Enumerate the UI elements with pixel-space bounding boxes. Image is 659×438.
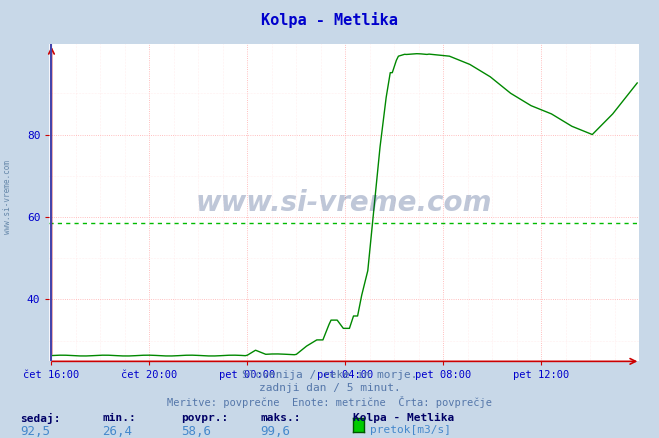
Text: min.:: min.: xyxy=(102,413,136,423)
Text: pretok[m3/s]: pretok[m3/s] xyxy=(370,425,451,435)
Text: sedaj:: sedaj: xyxy=(20,413,60,424)
Text: 26,4: 26,4 xyxy=(102,425,132,438)
Text: zadnji dan / 5 minut.: zadnji dan / 5 minut. xyxy=(258,383,401,393)
Text: www.si-vreme.com: www.si-vreme.com xyxy=(196,189,492,216)
Text: maks.:: maks.: xyxy=(260,413,301,423)
Text: povpr.:: povpr.: xyxy=(181,413,229,423)
Text: 92,5: 92,5 xyxy=(20,425,50,438)
Text: www.si-vreme.com: www.si-vreme.com xyxy=(3,160,13,234)
Text: 58,6: 58,6 xyxy=(181,425,212,438)
Text: 99,6: 99,6 xyxy=(260,425,291,438)
Text: Kolpa - Metlika: Kolpa - Metlika xyxy=(353,413,454,423)
Text: Kolpa - Metlika: Kolpa - Metlika xyxy=(261,12,398,28)
Text: Slovenija / reke in morje.: Slovenija / reke in morje. xyxy=(242,370,417,380)
Text: Meritve: povprečne  Enote: metrične  Črta: povprečje: Meritve: povprečne Enote: metrične Črta:… xyxy=(167,396,492,407)
